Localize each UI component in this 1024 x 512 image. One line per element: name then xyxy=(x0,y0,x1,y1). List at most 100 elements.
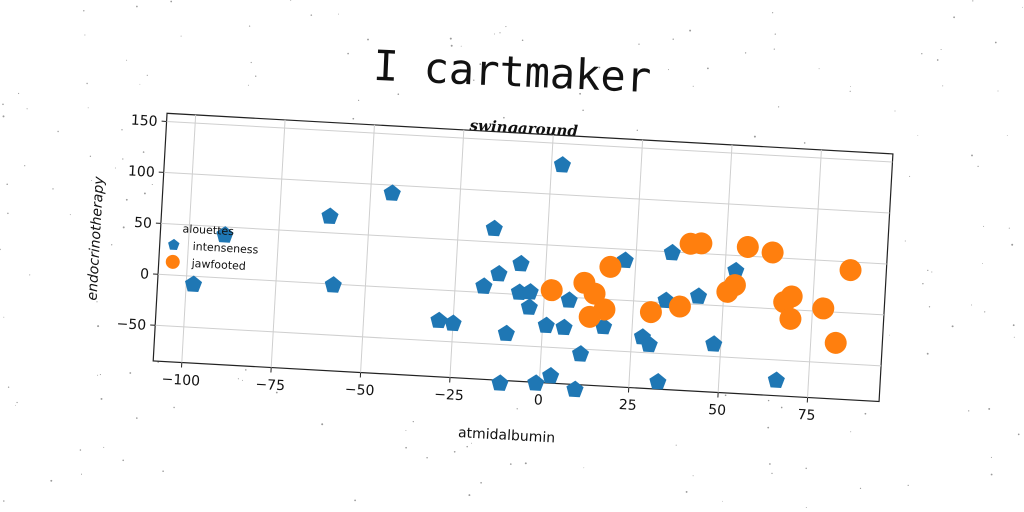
noise-speck xyxy=(473,79,475,81)
noise-speck xyxy=(1012,324,1015,327)
noise-speck xyxy=(767,399,770,402)
noise-speck xyxy=(7,386,10,388)
noise-speck xyxy=(771,472,773,475)
y-axis-label: endocrinotherapy xyxy=(84,175,107,301)
scatter-point-jawfooted xyxy=(812,297,835,320)
noise-speck xyxy=(84,34,86,36)
noise-speck xyxy=(237,378,239,380)
scatter-point-intenseness xyxy=(520,298,538,315)
noise-speck xyxy=(310,14,313,16)
noise-speck xyxy=(685,490,688,493)
x-tick-label: 75 xyxy=(797,407,816,424)
noise-speck xyxy=(931,271,933,273)
noise-speck xyxy=(503,116,505,119)
noise-speck xyxy=(79,449,82,451)
noise-speck xyxy=(2,115,5,118)
noise-speck xyxy=(99,374,101,376)
noise-speck xyxy=(173,406,175,409)
noise-speck xyxy=(509,463,512,465)
noise-speck xyxy=(692,475,694,477)
noise-speck xyxy=(990,473,993,476)
scatter-point-jawfooted xyxy=(773,291,796,314)
scatter-point-intenseness xyxy=(321,207,339,225)
y-tick-label: 50 xyxy=(134,215,153,232)
noise-speck xyxy=(579,92,581,95)
noise-speck xyxy=(927,269,929,272)
noise-speck xyxy=(132,165,134,168)
scatter-point-intenseness xyxy=(542,367,560,384)
noise-speck xyxy=(598,66,601,69)
noise-speck xyxy=(122,226,125,229)
scatter-point-intenseness xyxy=(566,380,584,398)
scatter-point-intenseness xyxy=(690,287,708,304)
noise-speck xyxy=(516,408,518,410)
noise-speck xyxy=(180,35,182,37)
noise-speck xyxy=(86,82,88,85)
noise-speck xyxy=(89,155,92,157)
legend-marker-intenseness xyxy=(168,238,180,250)
noise-speck xyxy=(780,406,783,409)
noise-speck xyxy=(850,85,851,87)
scatter-point-jawfooted xyxy=(578,305,601,328)
noise-speck xyxy=(129,372,132,374)
noise-speck xyxy=(689,29,692,32)
x-axis-ticks: −100 −75 −50 −25 0 25 50 75 xyxy=(161,362,816,424)
noise-speck xyxy=(352,117,355,120)
noise-speck xyxy=(479,63,482,65)
x-grid-line xyxy=(717,144,733,393)
x-tick-label: −100 xyxy=(161,371,200,389)
x-grid-line xyxy=(807,149,822,398)
x-grid-line xyxy=(538,134,554,383)
noise-speck xyxy=(338,13,339,15)
scatter-point-jawfooted xyxy=(540,279,563,302)
noise-speck xyxy=(245,369,247,371)
scatter-point-intenseness xyxy=(512,254,530,272)
noise-speck xyxy=(126,59,128,61)
scatter-point-intenseness xyxy=(444,314,462,332)
noise-speck xyxy=(248,25,251,27)
scatter-point-jawfooted xyxy=(583,282,606,305)
scatter-point-intenseness xyxy=(705,335,723,352)
noise-speck xyxy=(971,304,973,306)
noise-speck xyxy=(146,74,148,76)
scatter-point-intenseness xyxy=(324,276,342,293)
noise-speck xyxy=(942,85,944,87)
scatter-point-intenseness xyxy=(527,374,545,391)
noise-speck xyxy=(405,446,407,449)
noise-speck xyxy=(136,5,138,8)
noise-speck xyxy=(453,450,456,453)
noise-speck xyxy=(767,426,770,429)
scatter-point-intenseness xyxy=(216,226,234,243)
noise-speck xyxy=(505,26,507,28)
noise-speck xyxy=(405,430,407,432)
x-grid-line xyxy=(360,124,375,373)
noise-speck xyxy=(936,59,939,61)
noise-speck xyxy=(769,463,771,465)
noise-speck xyxy=(0,248,1,251)
scatter-point-intenseness xyxy=(649,373,667,390)
noise-speck xyxy=(96,301,98,303)
noise-speck xyxy=(928,306,931,308)
scatter-point-intenseness xyxy=(537,316,555,334)
scatter-point-intenseness xyxy=(184,275,203,293)
noise-speck xyxy=(894,110,896,112)
x-tick-label: −50 xyxy=(344,382,374,400)
noise-speck xyxy=(1011,243,1014,246)
noise-speck xyxy=(97,325,100,328)
legend-title: alouettes xyxy=(182,222,234,238)
y-tick-label: 0 xyxy=(140,266,150,282)
noise-speck xyxy=(926,352,929,355)
scatter-point-intenseness xyxy=(640,335,658,353)
y-tick-label: −50 xyxy=(116,316,146,334)
noise-speck xyxy=(26,108,28,110)
noise-speck xyxy=(114,167,116,169)
scatter-point-jawfooted xyxy=(716,280,739,303)
noise-speck xyxy=(397,93,400,95)
noise-speck xyxy=(907,484,909,487)
scatter-point-intenseness xyxy=(521,283,539,300)
noise-speck xyxy=(675,444,677,446)
noise-speck xyxy=(521,39,524,41)
x-tick-label: 0 xyxy=(533,392,543,408)
noise-speck xyxy=(412,420,414,423)
scatter-point-intenseness xyxy=(430,311,448,329)
